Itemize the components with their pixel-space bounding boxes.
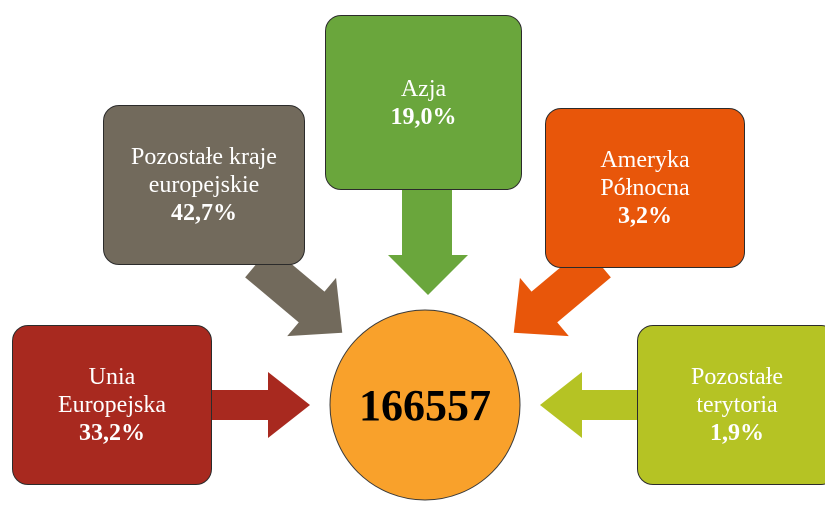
node-label: Europejska bbox=[58, 392, 166, 418]
arrow-right bbox=[212, 372, 310, 438]
node-label: europejskie bbox=[148, 172, 260, 198]
node-value: 3,2% bbox=[618, 203, 672, 229]
node-box: Ameryka Północna 3,2% bbox=[545, 108, 745, 268]
node-value: 19,0% bbox=[390, 103, 457, 130]
node-label: Pozostałe kraje bbox=[131, 144, 277, 170]
node-value: 42,7% bbox=[171, 200, 237, 226]
center-value: 166557 bbox=[359, 380, 491, 430]
node-value: 1,9% bbox=[710, 420, 764, 446]
node-box: Unia Europejska 33,2% bbox=[12, 325, 212, 485]
node-label: Północna bbox=[600, 175, 690, 201]
arrow-diagonal bbox=[513, 246, 611, 337]
node-box: Azja 19,0% bbox=[325, 15, 522, 190]
node-label: Ameryka bbox=[600, 147, 690, 173]
node-box: Pozostałe kraje europejskie 42,7% bbox=[103, 105, 305, 265]
node-label: terytoria bbox=[696, 392, 778, 418]
arrow-down bbox=[388, 190, 468, 295]
arrow-left bbox=[540, 372, 637, 438]
center-circle bbox=[329, 309, 521, 501]
arrow-diagonal bbox=[245, 246, 343, 337]
node-label: Pozostałe bbox=[691, 364, 783, 390]
node-label: Azja bbox=[400, 75, 447, 102]
node-label: Unia bbox=[88, 364, 136, 390]
node-box: Pozostałe terytoria 1,9% bbox=[637, 325, 825, 485]
node-value: 33,2% bbox=[79, 420, 145, 446]
